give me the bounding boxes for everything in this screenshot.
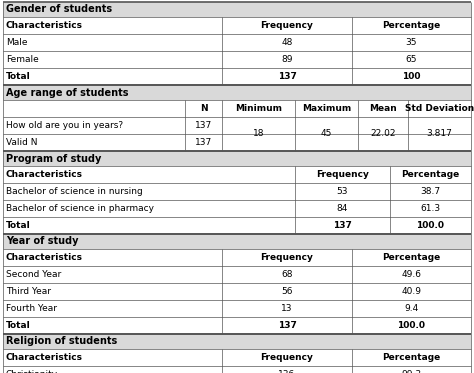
- Text: 137: 137: [278, 321, 296, 330]
- Text: Mean: Mean: [369, 104, 397, 113]
- Text: 53: 53: [337, 187, 348, 196]
- Text: Frequency: Frequency: [261, 253, 313, 262]
- Text: 99.3: 99.3: [401, 370, 421, 373]
- Text: Characteristics: Characteristics: [6, 353, 83, 362]
- Text: Characteristics: Characteristics: [6, 170, 83, 179]
- Text: 49.6: 49.6: [401, 270, 421, 279]
- Text: Bachelor of science in pharmacy: Bachelor of science in pharmacy: [6, 204, 154, 213]
- Text: Gender of students: Gender of students: [6, 4, 112, 15]
- Bar: [3, 85, 471, 100]
- Text: 3.817: 3.817: [427, 129, 453, 138]
- Text: 61.3: 61.3: [420, 204, 440, 213]
- Text: 56: 56: [281, 287, 293, 296]
- Text: Program of study: Program of study: [6, 154, 101, 163]
- Text: Percentage: Percentage: [383, 353, 441, 362]
- Text: 137: 137: [333, 221, 352, 230]
- Bar: [3, 2, 471, 17]
- Text: How old are you in years?: How old are you in years?: [6, 121, 123, 130]
- Bar: [3, 334, 471, 349]
- Text: 137: 137: [195, 138, 212, 147]
- Text: Characteristics: Characteristics: [6, 253, 83, 262]
- Text: 65: 65: [406, 55, 417, 64]
- Text: Female: Female: [6, 55, 39, 64]
- Text: Percentage: Percentage: [383, 253, 441, 262]
- Text: 100: 100: [402, 72, 421, 81]
- Text: Percentage: Percentage: [383, 21, 441, 30]
- Text: Total: Total: [6, 321, 31, 330]
- Bar: [3, 151, 471, 166]
- Text: Total: Total: [6, 72, 31, 81]
- Text: Frequency: Frequency: [261, 353, 313, 362]
- Text: 48: 48: [281, 38, 292, 47]
- Text: 100.0: 100.0: [398, 321, 426, 330]
- Text: Valid N: Valid N: [6, 138, 37, 147]
- Text: 137: 137: [278, 72, 296, 81]
- Text: Percentage: Percentage: [401, 170, 460, 179]
- Text: Male: Male: [6, 38, 27, 47]
- Text: 40.9: 40.9: [401, 287, 421, 296]
- Text: 9.4: 9.4: [404, 304, 419, 313]
- Text: Age range of students: Age range of students: [6, 88, 128, 97]
- Text: Bachelor of science in nursing: Bachelor of science in nursing: [6, 187, 143, 196]
- Text: 45: 45: [321, 129, 332, 138]
- Text: Total: Total: [6, 221, 31, 230]
- Text: 136: 136: [278, 370, 296, 373]
- Text: Maximum: Maximum: [302, 104, 351, 113]
- Text: Third Year: Third Year: [6, 287, 51, 296]
- Text: Characteristics: Characteristics: [6, 21, 83, 30]
- Text: 18: 18: [253, 129, 264, 138]
- Text: 137: 137: [195, 121, 212, 130]
- Text: 68: 68: [281, 270, 293, 279]
- Text: 89: 89: [281, 55, 293, 64]
- Text: 38.7: 38.7: [420, 187, 440, 196]
- Bar: [3, 234, 471, 249]
- Text: Frequency: Frequency: [316, 170, 369, 179]
- Text: 35: 35: [406, 38, 417, 47]
- Text: Religion of students: Religion of students: [6, 336, 117, 347]
- Text: 13: 13: [281, 304, 293, 313]
- Text: Christianity: Christianity: [6, 370, 58, 373]
- Text: N: N: [200, 104, 207, 113]
- Text: Std Deviation: Std Deviation: [405, 104, 474, 113]
- Text: Fourth Year: Fourth Year: [6, 304, 57, 313]
- Text: Frequency: Frequency: [261, 21, 313, 30]
- Text: 84: 84: [337, 204, 348, 213]
- Text: Second Year: Second Year: [6, 270, 61, 279]
- Text: Minimum: Minimum: [235, 104, 282, 113]
- Text: Year of study: Year of study: [6, 236, 79, 247]
- Text: 22.02: 22.02: [370, 129, 396, 138]
- Text: 100.0: 100.0: [417, 221, 445, 230]
